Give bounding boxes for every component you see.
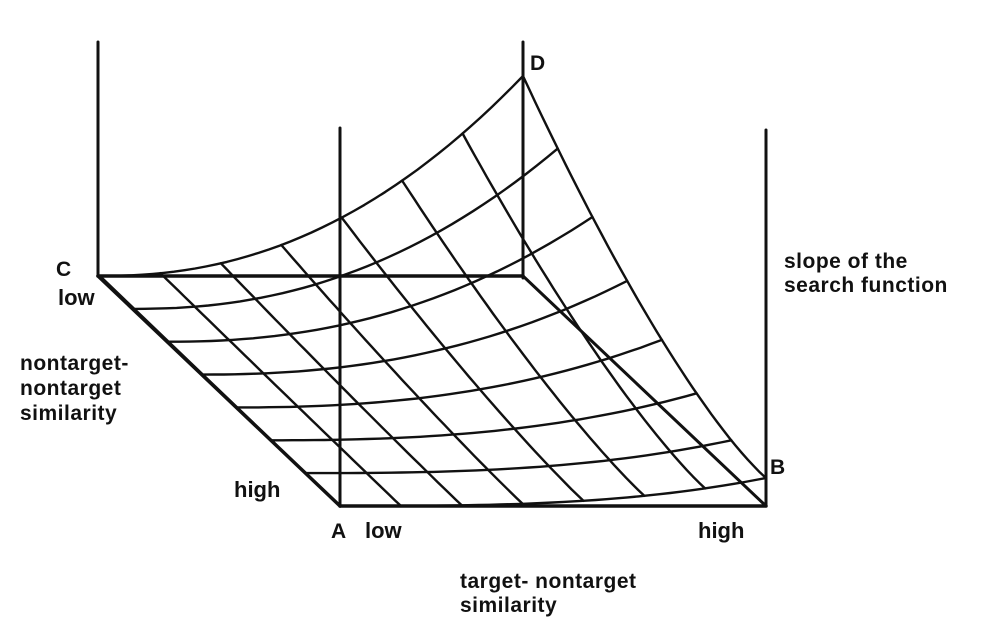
surface-line-tn-5 <box>270 392 698 442</box>
floor-edge-back-b <box>521 274 768 508</box>
surface-grid <box>98 74 768 508</box>
surface-line-tn-4 <box>235 338 664 409</box>
surface-line-tn-6 <box>304 439 733 475</box>
surface-line-nn-7 <box>521 74 768 480</box>
z-axis-title-line2: search function <box>784 274 948 297</box>
surface-line-nn-6 <box>461 132 707 490</box>
surface-line-tn-7 <box>338 476 768 508</box>
x-axis-title-line2: similarity <box>460 594 557 617</box>
surface-line-nn-4 <box>340 216 585 502</box>
surface-line-nn-0 <box>98 274 342 508</box>
depth-axis-low: low <box>58 285 96 310</box>
surface-line-tn-3 <box>201 279 629 376</box>
corner-label-d: D <box>530 52 545 75</box>
x-axis-high: high <box>698 518 744 543</box>
corner-label-a: A <box>331 520 346 543</box>
depth-axis-title-line2: nontarget <box>20 377 121 400</box>
surface-line-nn-1 <box>159 272 403 508</box>
surface-line-nn-5 <box>400 179 646 497</box>
x-axis-low: low <box>365 518 403 543</box>
surface-line-nn-2 <box>219 262 463 507</box>
surface-line-tn-0 <box>98 74 525 278</box>
depth-axis-title-line3: similarity <box>20 402 117 425</box>
corner-label-b: B <box>770 456 785 479</box>
depth-axis-title-line1: nontarget- <box>20 352 129 375</box>
surface-line-tn-2 <box>167 215 594 343</box>
depth-axis-high: high <box>234 477 280 502</box>
surface-line-nn-3 <box>280 243 524 505</box>
x-axis-title-line1: target- nontarget <box>460 570 637 593</box>
z-axis-title-line1: slope of the <box>784 250 908 273</box>
corner-label-c: C <box>56 258 71 281</box>
surface-line-tn-1 <box>133 147 559 311</box>
